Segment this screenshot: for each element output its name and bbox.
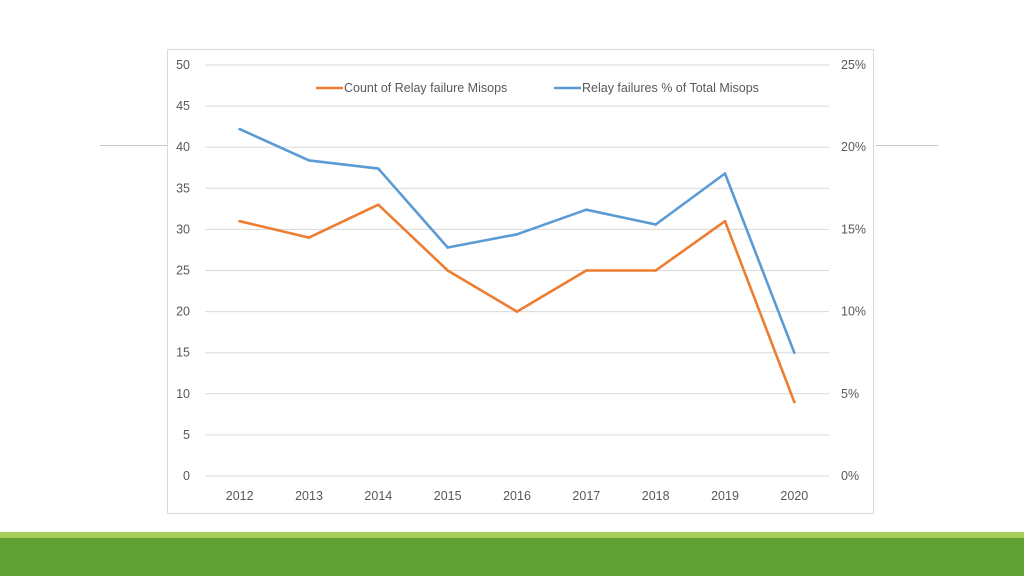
- data-point: [238, 219, 241, 223]
- decorative-rule-left: [100, 145, 168, 146]
- x-axis-tick-label: 2018: [642, 489, 670, 503]
- data-point: [377, 203, 380, 207]
- series-lines: [238, 127, 796, 404]
- data-point: [515, 233, 519, 236]
- left-axis-tick-label: 0: [183, 469, 190, 483]
- left-axis-tick-label: 40: [176, 140, 190, 154]
- x-axis-tick-label: 2014: [364, 489, 392, 503]
- x-axis-tick-label: 2016: [503, 489, 531, 503]
- line-chart: 0 5 10 15 20 25 30 35 40 45 50 0% 5% 10% 15% 20% 25% 20…: [176, 58, 866, 503]
- right-axis-tick-label: 20%: [841, 140, 866, 154]
- data-point: [723, 172, 727, 175]
- right-axis-tick-label: 15%: [841, 222, 866, 236]
- legend: Count of Relay failure Misops Relay failu…: [316, 81, 759, 95]
- x-axis-tick-label: 2020: [780, 489, 808, 503]
- x-axis-tick-label: 2012: [226, 489, 254, 503]
- data-point: [307, 159, 311, 162]
- left-axis-tick-label: 20: [176, 305, 190, 319]
- data-point: [307, 236, 311, 239]
- left-axis-tick-label: 25: [176, 264, 190, 278]
- data-point: [793, 351, 796, 355]
- x-axis-tick-label: 2013: [295, 489, 323, 503]
- left-axis-tick-label: 35: [176, 181, 190, 195]
- data-point: [446, 269, 449, 272]
- right-axis-tick-label: 10%: [841, 305, 866, 319]
- series-line-percent: [238, 127, 796, 355]
- data-point: [238, 127, 241, 131]
- data-point: [654, 223, 657, 226]
- left-axis-tick-label: 50: [176, 58, 190, 72]
- x-axis-tick-label: 2015: [434, 489, 462, 503]
- data-point: [723, 219, 727, 223]
- left-axis-tick-label: 30: [176, 222, 190, 236]
- left-axis-tick-label: 10: [176, 387, 190, 401]
- chart-frame: 0 5 10 15 20 25 30 35 40 45 50 0% 5% 10% 15% 20% 25% 20…: [167, 49, 874, 514]
- right-axis-tick-label: 25%: [841, 58, 866, 72]
- left-axis-tick-label: 15: [176, 346, 190, 360]
- footer-band: [0, 538, 1024, 576]
- right-axis-tick-label: 0%: [841, 469, 859, 483]
- data-point: [515, 310, 519, 313]
- legend-label: Count of Relay failure Misops: [344, 81, 507, 95]
- x-axis-tick-label: 2019: [711, 489, 739, 503]
- legend-label: Relay failures % of Total Misops: [582, 81, 759, 95]
- left-y-axis: 0 5 10 15 20 25 30 35 40 45 50: [176, 58, 190, 483]
- data-point: [446, 246, 449, 249]
- footer-accent-stripe: [0, 532, 1024, 538]
- right-y-axis: 0% 5% 10% 15% 20% 25%: [841, 58, 866, 483]
- decorative-rule-right: [876, 145, 938, 146]
- left-axis-tick-label: 5: [183, 428, 190, 442]
- data-point: [377, 167, 380, 170]
- data-point: [793, 400, 796, 404]
- left-axis-tick-label: 45: [176, 99, 190, 113]
- data-point: [654, 269, 657, 272]
- right-axis-tick-label: 5%: [841, 387, 859, 401]
- x-axis: 2012 2013 2014 2015 2016 2017 2018 2019 2020: [226, 489, 809, 503]
- x-axis-tick-label: 2017: [572, 489, 600, 503]
- gridlines: [205, 64, 829, 477]
- data-point: [585, 208, 588, 211]
- data-point: [585, 269, 588, 272]
